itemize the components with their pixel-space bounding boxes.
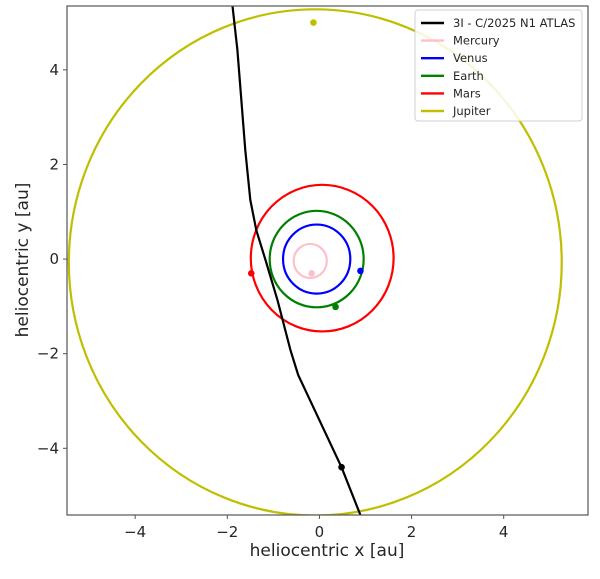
x-tick-label: 4 — [499, 523, 509, 541]
legend-box — [414, 9, 583, 122]
comet-trajectory — [231, 6, 362, 515]
legend-label: Jupiter — [452, 104, 491, 118]
legend-label: Mercury — [453, 34, 500, 48]
y-tick-label: 4 — [49, 61, 59, 79]
legend-item-venus: Venus — [421, 51, 488, 65]
legend-item-earth: Earth — [421, 69, 484, 83]
series-mercury — [292, 242, 328, 280]
x-tick-label: 2 — [407, 523, 417, 541]
earth-orbit — [268, 209, 365, 309]
y-tick-label: −4 — [37, 439, 59, 457]
x-axis: −4 −2 0 2 4 — [124, 515, 508, 541]
legend-item-mars: Mars — [421, 86, 481, 100]
y-tick-label: 0 — [49, 250, 59, 268]
3i-c-2025-n1-atlas-position-marker — [338, 463, 345, 471]
x-tick-label: −2 — [216, 523, 238, 541]
x-tick-label: −4 — [124, 523, 146, 541]
y-tick-label: 2 — [49, 155, 59, 173]
plot-area — [67, 6, 563, 515]
legend-label: 3I - C/2025 N1 ATLAS — [453, 16, 575, 30]
series-earth — [268, 209, 365, 311]
series-mars — [247, 183, 395, 333]
venus-orbit — [281, 223, 352, 295]
legend-label: Mars — [453, 86, 481, 100]
venus-position-marker — [357, 267, 364, 275]
mercury-orbit — [292, 242, 328, 280]
y-axis: −4 −2 0 2 4 — [37, 61, 67, 457]
legend: 3I - C/2025 N1 ATLAS Mercury Venus Earth Mar… — [414, 9, 583, 122]
y-tick-label: −2 — [37, 345, 59, 363]
series-3i-c-2025-n1-atlas — [231, 6, 362, 515]
legend-label: Earth — [453, 69, 484, 83]
legend-item-jupiter: Jupiter — [421, 104, 491, 118]
y-axis-label: heliocentric y [au] — [13, 183, 33, 338]
x-tick-label: 0 — [315, 523, 325, 541]
jupiter-position-marker — [310, 19, 317, 26]
mercury-position-marker — [308, 269, 315, 277]
mars-orbit — [249, 183, 395, 333]
jupiter-orbit — [67, 8, 563, 515]
series-jupiter — [67, 8, 563, 515]
legend-item-mercury: Mercury — [421, 34, 500, 48]
earth-position-marker — [332, 303, 339, 311]
plot-frame — [66, 5, 589, 516]
series-venus — [281, 223, 364, 295]
x-axis-label: heliocentric x [au] — [250, 541, 405, 561]
mars-position-marker — [247, 269, 255, 277]
legend-item-3i-c-2025-n1-atlas: 3I - C/2025 N1 ATLAS — [421, 16, 575, 30]
legend-label: Venus — [453, 51, 488, 65]
